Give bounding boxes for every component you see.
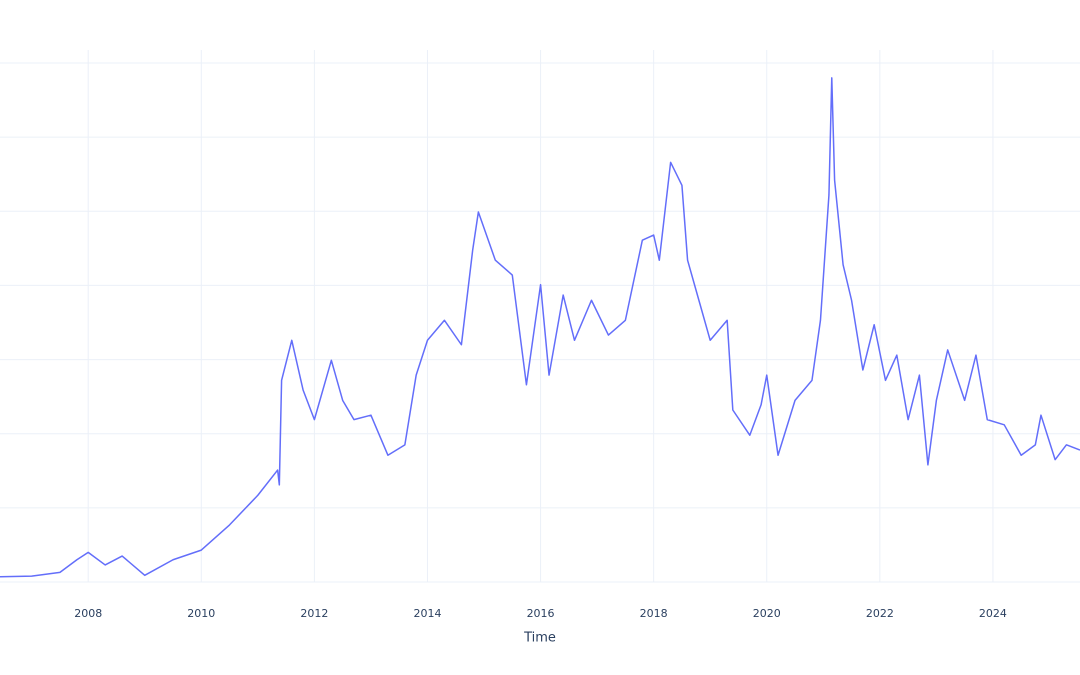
x-tick-label: 2016 (527, 607, 555, 620)
x-axis-title: Time (523, 631, 556, 646)
x-tick-label: 2024 (979, 607, 1007, 620)
x-tick-label: 2020 (753, 607, 781, 620)
x-tick-label: 2012 (300, 607, 328, 620)
x-tick-label: 2022 (866, 607, 894, 620)
x-tick-label: 2014 (413, 607, 441, 620)
line-series (0, 77, 1080, 578)
x-tick-label: 2008 (74, 607, 102, 620)
x-tick-label: 2018 (640, 607, 668, 620)
x-tick-label: 2010 (187, 607, 215, 620)
